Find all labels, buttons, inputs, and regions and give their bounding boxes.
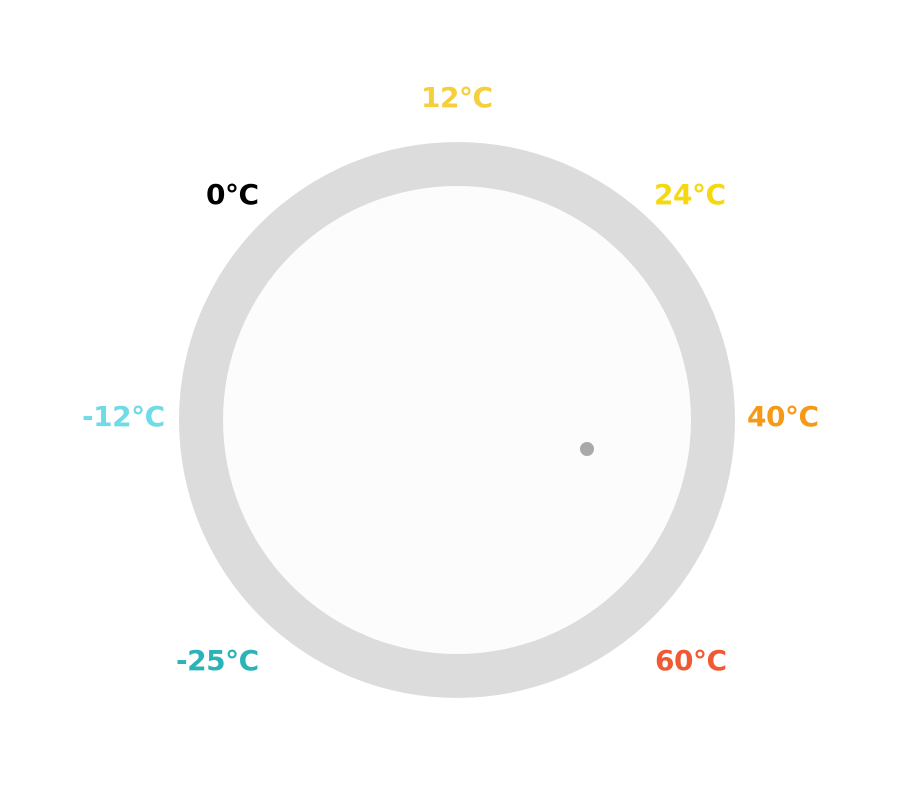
temp-label-0c: 0°C [206, 178, 259, 211]
dial-face[interactable] [223, 186, 691, 654]
dial-position-indicator[interactable] [580, 442, 594, 456]
dial-knob[interactable] [179, 142, 735, 698]
temp-label-minus-25c: -25°C [176, 644, 259, 677]
temp-label-12c: 12°C [421, 81, 493, 114]
temp-label-minus-12c: -12°C [82, 400, 165, 433]
temp-label-24c: 24°C [654, 178, 726, 211]
temp-label-40c: 40°C [747, 400, 819, 433]
temp-label-60c: 60°C [655, 644, 727, 677]
